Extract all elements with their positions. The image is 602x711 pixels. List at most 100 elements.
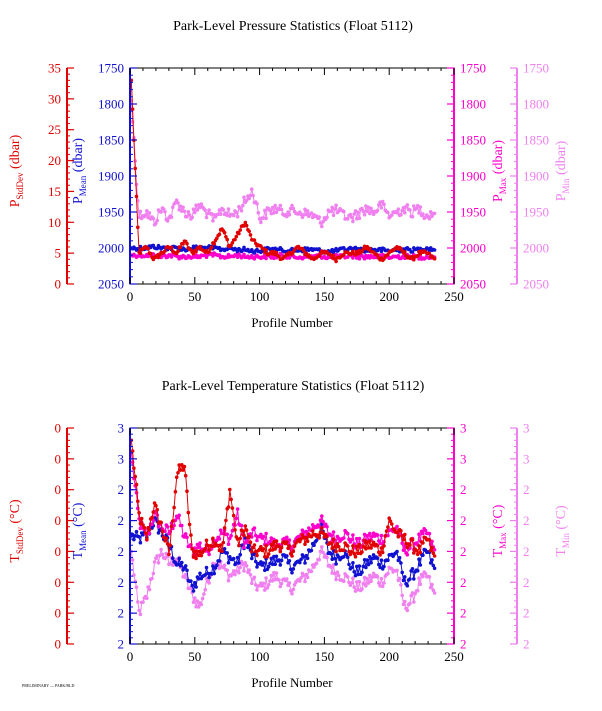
- min-point: [356, 210, 360, 215]
- stddev-point: [187, 522, 192, 527]
- stddev-point: [177, 463, 181, 467]
- mean-point: [211, 564, 215, 568]
- min-point: [234, 210, 239, 215]
- temperature-panel: Park-Level Temperature Statistics (Float…: [8, 379, 571, 690]
- stddev-point: [244, 528, 249, 532]
- x-axis: 0 50 100 150 200 250: [127, 68, 464, 304]
- stddev-point: [408, 543, 412, 547]
- max-point: [365, 533, 370, 538]
- stddev-point: [279, 545, 284, 550]
- min-point: [380, 584, 385, 589]
- stddev-point: [133, 474, 137, 479]
- max-point: [400, 541, 405, 545]
- stddev-point: [355, 544, 359, 549]
- stddev-point: [250, 549, 254, 554]
- stddev-point: [362, 538, 367, 543]
- min-point: [366, 581, 371, 585]
- min-point: [251, 193, 255, 198]
- stddev-point: [133, 166, 137, 171]
- stddev-tick-label: 20: [48, 153, 61, 168]
- max-axis: 2 2 2 2 2 2 3 3 TMax (°C): [447, 421, 508, 652]
- stddev-point: [198, 244, 202, 249]
- stddev-point: [353, 554, 358, 559]
- mean-point: [371, 553, 376, 557]
- stddev-point: [432, 257, 437, 261]
- stddev-point: [243, 220, 248, 225]
- max-point: [349, 538, 354, 542]
- min-point: [163, 210, 167, 214]
- mean-point: [215, 563, 219, 568]
- min-tick-label: 2: [523, 637, 530, 652]
- stddev-point: [268, 548, 272, 552]
- stddev-point: [432, 554, 437, 558]
- min-point: [268, 579, 272, 583]
- stddev-point: [290, 554, 294, 558]
- stddev-point: [203, 546, 207, 551]
- stddev-tick-label: 0: [55, 482, 62, 497]
- stddev-point: [145, 537, 149, 542]
- stddev-point: [274, 250, 279, 255]
- max-point: [151, 252, 156, 256]
- min-point: [345, 575, 350, 579]
- mean-tick-label: 2: [118, 544, 125, 559]
- mean-point: [309, 548, 314, 553]
- min-point: [377, 203, 381, 207]
- max-tick-label: 3: [460, 421, 467, 436]
- series-layer: [129, 78, 437, 264]
- stddev-tick-label: 5: [55, 246, 62, 261]
- min-point: [417, 211, 421, 215]
- stddev-point: [185, 241, 189, 246]
- min-tick-label: 3: [523, 451, 530, 466]
- mean-point: [270, 562, 275, 567]
- min-point: [417, 576, 421, 580]
- mean-point: [237, 561, 241, 565]
- mean-point: [312, 543, 316, 547]
- stddev-point: [335, 542, 340, 546]
- stddev-point: [234, 234, 239, 239]
- stddev-point: [421, 541, 425, 545]
- min-point: [396, 207, 401, 211]
- min-point: [169, 215, 174, 220]
- stddev-tick-label: 35: [48, 61, 61, 76]
- min-point: [244, 198, 249, 203]
- max-point: [401, 548, 406, 552]
- stddev-point: [430, 545, 434, 550]
- stddev-point: [360, 550, 364, 554]
- min-tick-label: 2050: [523, 277, 549, 292]
- stddev-point: [168, 543, 172, 547]
- stddev-point: [150, 515, 154, 520]
- mean-point: [287, 559, 292, 563]
- mean-point: [247, 543, 251, 548]
- mean-point: [279, 558, 284, 563]
- min-point: [203, 587, 207, 592]
- min-point: [291, 206, 296, 211]
- mean-point: [238, 552, 242, 557]
- min-point: [397, 576, 402, 581]
- min-point: [150, 576, 154, 581]
- min-point: [305, 575, 310, 580]
- stddev-point: [226, 505, 231, 509]
- stddev-point: [351, 544, 355, 548]
- mean-tick-label: 2: [118, 513, 125, 528]
- min-point: [351, 219, 355, 224]
- max-point: [421, 531, 425, 536]
- min-tick-label: 1950: [523, 205, 549, 220]
- min-point: [304, 572, 309, 577]
- min-point: [386, 571, 390, 576]
- min-point: [159, 547, 163, 552]
- min-point: [279, 207, 284, 212]
- min-tick-label: 2: [523, 606, 530, 621]
- stddev-point: [357, 542, 362, 547]
- stddev-point: [368, 246, 372, 251]
- min-point: [277, 578, 281, 582]
- min-point: [345, 217, 350, 221]
- mean-point: [178, 563, 183, 568]
- min-point: [334, 577, 338, 582]
- stddev-point: [371, 540, 376, 545]
- max-point: [235, 507, 240, 511]
- max-tick-label: 2: [460, 513, 467, 528]
- mean-point: [412, 577, 416, 581]
- min-point: [134, 585, 139, 589]
